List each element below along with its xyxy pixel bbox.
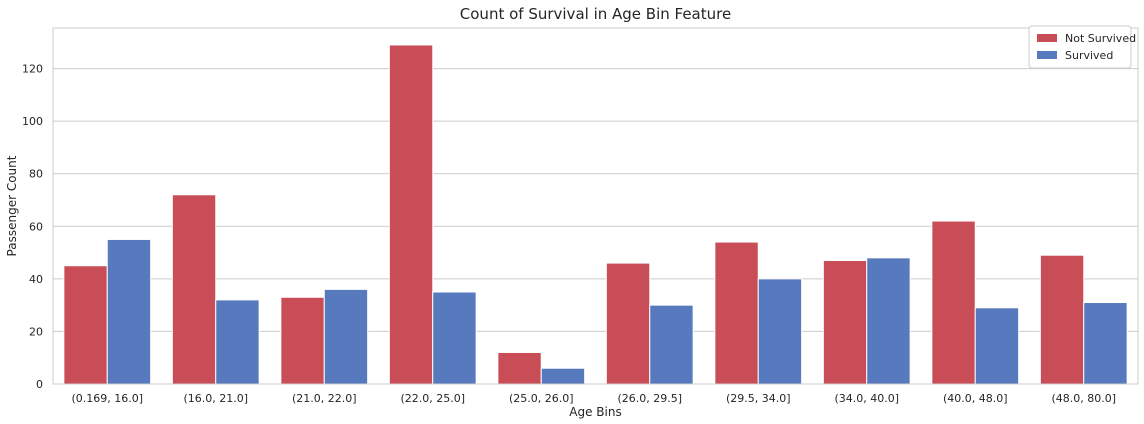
y-tick-label: 60 (29, 220, 43, 233)
bar-survived (323, 288, 369, 385)
bar-not-survived (171, 194, 217, 385)
y-tick-label: 80 (29, 168, 43, 181)
y-tick-label: 120 (22, 63, 43, 76)
bar-survived (540, 367, 586, 385)
x-tick-label: (21.0, 22.0] (292, 392, 357, 405)
legend-swatch (1037, 34, 1057, 42)
bar-survived (649, 304, 694, 385)
plot-area-frame (52, 27, 1139, 385)
legend: Not Survived Survived (1028, 25, 1136, 69)
bar-not-survived (1039, 254, 1085, 385)
x-tick-label: (22.0, 25.0] (400, 392, 465, 405)
x-axis-label: Age Bins (569, 405, 621, 419)
bar-not-survived (714, 241, 759, 385)
x-tick-label: (26.0, 29.5] (617, 392, 682, 405)
y-tick-label: 100 (22, 115, 43, 128)
y-tick-label: 40 (29, 273, 43, 286)
bar-survived (215, 299, 260, 385)
bar-not-survived (280, 296, 325, 385)
x-tick-label: (48.0, 80.0] (1051, 392, 1116, 405)
x-tick-label: (34.0, 40.0] (834, 392, 899, 405)
bar-not-survived (63, 265, 108, 385)
y-axis-label: Passenger Count (5, 155, 19, 256)
bar-not-survived (822, 259, 868, 385)
y-tick-label: 0 (36, 378, 43, 391)
x-tick-label: (25.0, 26.0] (509, 392, 574, 405)
bar-survived (866, 257, 911, 385)
y-axis-ticks: 0 20 40 60 80 100 120 (22, 63, 43, 391)
x-tick-label: (0.169, 16.0] (71, 392, 143, 405)
bar-not-survived (497, 351, 542, 385)
bar-not-survived (931, 220, 976, 385)
x-tick-label: (16.0, 21.0] (183, 392, 248, 405)
x-tick-label: (29.5, 34.0] (726, 392, 791, 405)
bar-survived (974, 307, 1020, 385)
bar-not-survived (605, 262, 651, 385)
legend-label: Survived (1065, 49, 1113, 62)
bar-survived (106, 238, 152, 385)
x-axis-ticks: (0.169, 16.0] (16.0, 21.0] (21.0, 22.0] (22… (71, 392, 1116, 405)
y-tick-label: 20 (29, 325, 43, 338)
bar-survived (757, 278, 803, 385)
legend-swatch (1037, 51, 1057, 59)
bar-not-survived (388, 44, 434, 385)
chart-title: Count of Survival in Age Bin Feature (460, 5, 731, 23)
bars (63, 44, 1128, 385)
bar-survived (432, 291, 477, 385)
legend-label: Not Survived (1065, 32, 1136, 45)
x-tick-label: (40.0, 48.0] (943, 392, 1008, 405)
bar-survived (1083, 302, 1128, 385)
